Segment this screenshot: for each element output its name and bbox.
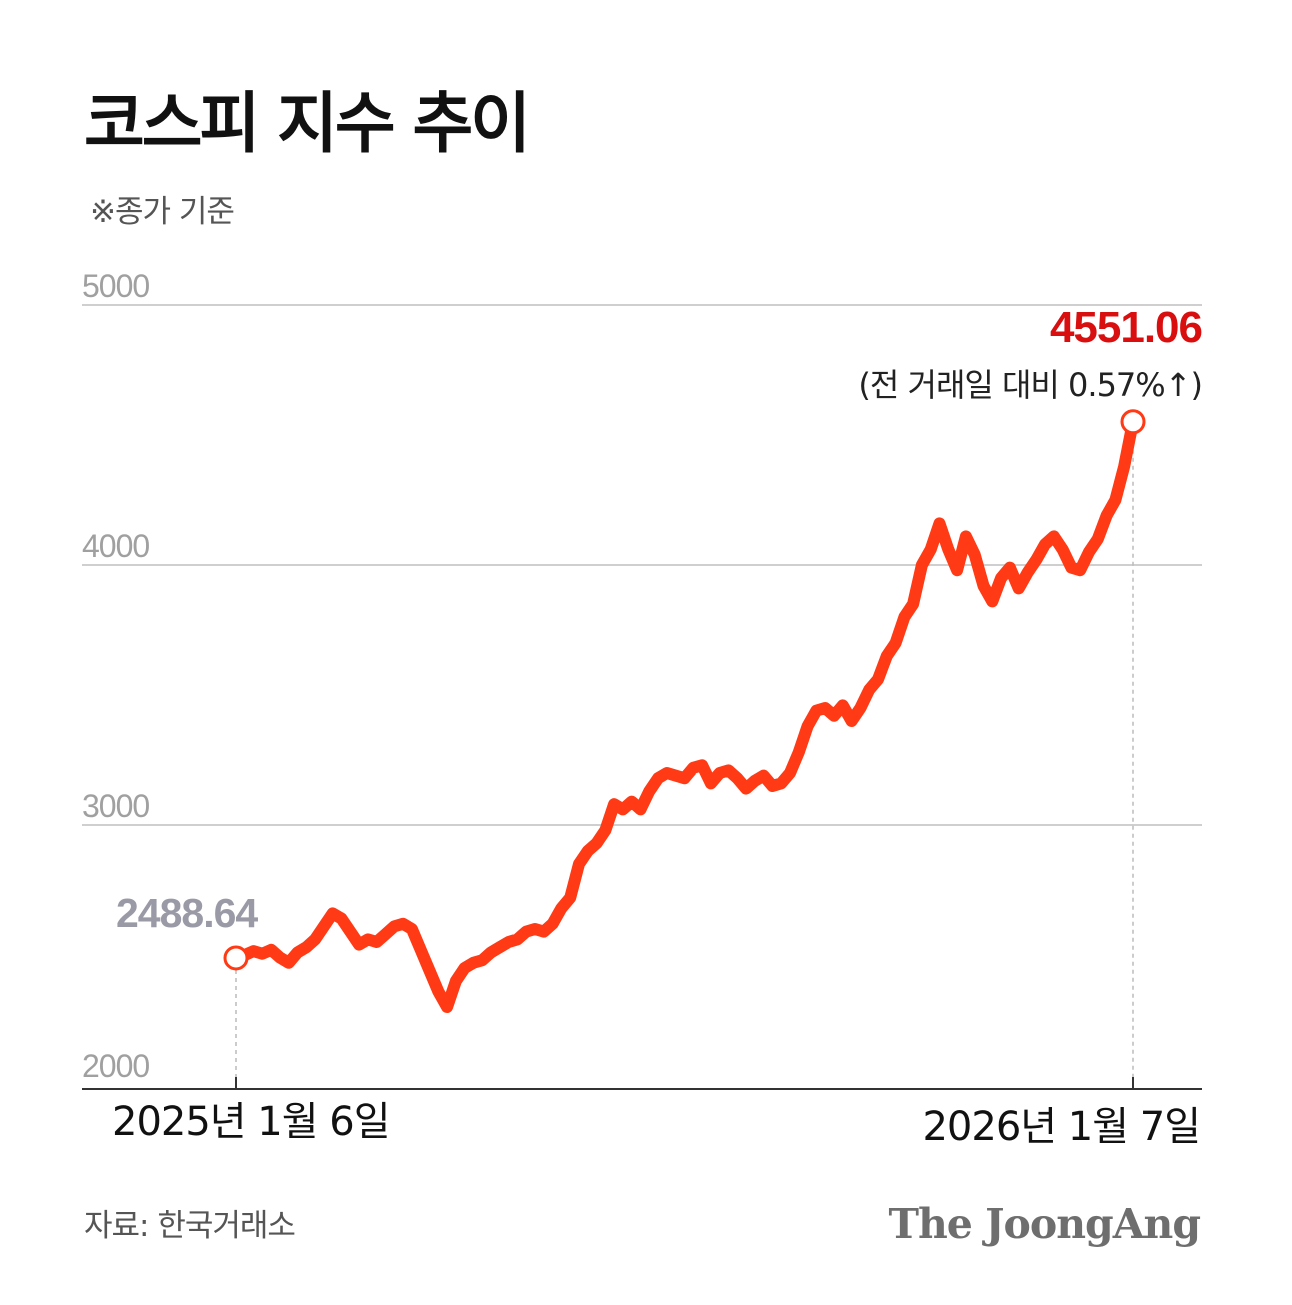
chart-title: 코스피 지수 추이 <box>84 85 531 162</box>
series-line <box>230 415 1139 1013</box>
chart-subtitle: ※종가 기준 <box>90 194 235 230</box>
end-change-note: (전 거래일 대비 0.57%↑) <box>858 366 1202 404</box>
y-tick-label: 3000 <box>82 788 149 824</box>
end-value-label: 4551.06 <box>1050 303 1202 352</box>
y-tick-label: 5000 <box>82 268 149 304</box>
end-point-marker <box>1120 409 1146 435</box>
y-tick-labels: 5000 4000 3000 2000 <box>82 268 150 1084</box>
x-label-start: 2025년 1월 6일 <box>112 1099 390 1145</box>
start-point-marker <box>223 945 249 971</box>
source-note: 자료: 한국거래소 <box>84 1208 296 1244</box>
start-value-label: 2488.64 <box>116 890 258 936</box>
y-tick-label: 2000 <box>82 1048 149 1084</box>
gridlines <box>82 304 1202 826</box>
y-tick-label: 4000 <box>82 528 149 564</box>
x-label-end: 2026년 1월 7일 <box>922 1104 1200 1150</box>
brand-logo: The JoongAng <box>888 1200 1201 1248</box>
